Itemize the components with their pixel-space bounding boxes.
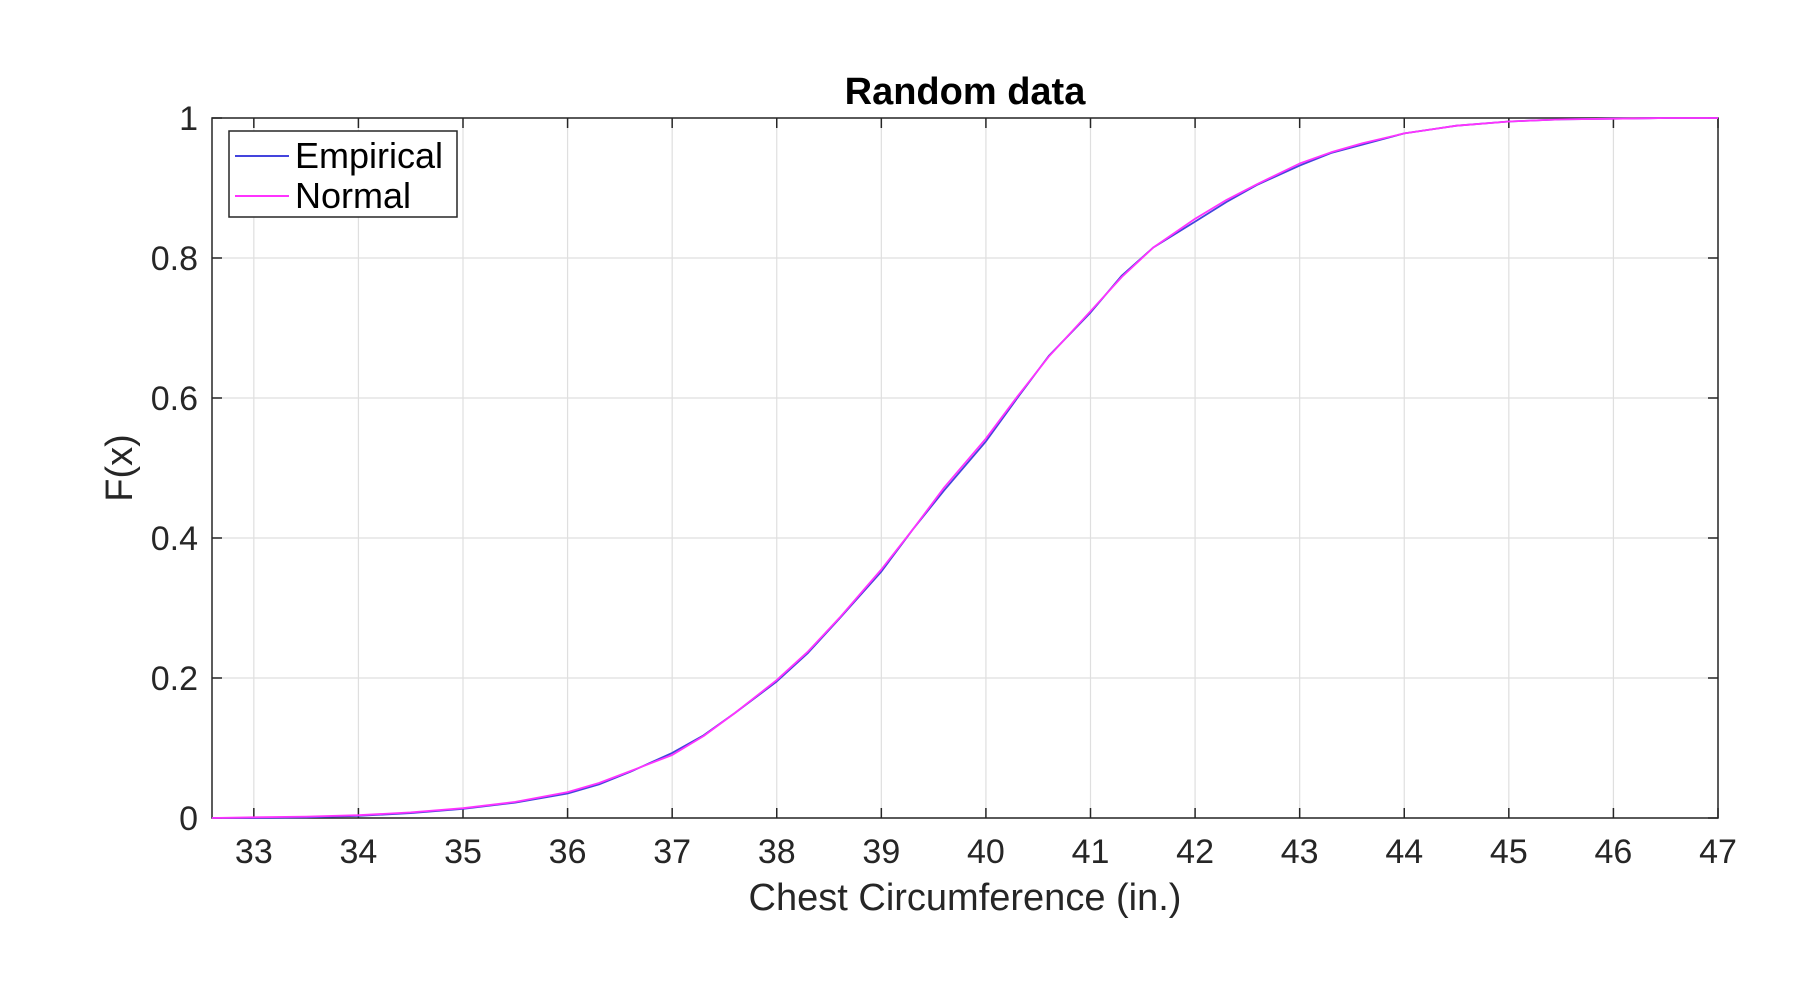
x-tick-label: 34 [340,833,378,871]
legend-label-empirical: Empirical [295,135,443,176]
x-tick-label: 33 [235,833,273,871]
x-tick-label: 46 [1595,833,1633,871]
x-tick-label: 35 [444,833,482,871]
y-tick-label: 1 [179,100,198,138]
axis-ticks: 33 34 35 36 37 38 39 40 41 42 43 44 45 46 47 0 0.2 0.4 0.6… [151,100,1737,871]
x-tick-label: 39 [862,833,900,871]
x-tick-label: 40 [967,833,1005,871]
x-tick-label: 43 [1281,833,1319,871]
x-tick-label: 38 [758,833,796,871]
series-line-normal [211,117,1718,819]
legend: Empirical Normal [228,130,458,218]
x-axis-label: Chest Circumference (in.) [749,877,1182,919]
plot-area-frame [211,117,1719,819]
y-axis-label: F(x) [99,434,141,502]
y-tick-label: 0.2 [151,660,198,698]
x-tick-label: 42 [1176,833,1214,871]
legend-label-normal: Normal [295,175,411,216]
x-tick-label: 36 [549,833,587,871]
legend-box [228,130,458,218]
x-tick-label: 41 [1072,833,1110,871]
y-tick-label: 0 [179,800,198,838]
chart-title: Random data [845,71,1087,113]
y-tick-label: 0.8 [151,240,198,278]
x-tick-label: 45 [1490,833,1528,871]
x-tick-label: 44 [1385,833,1423,871]
x-tick-label: 47 [1699,833,1737,871]
y-tick-label: 0.4 [151,520,198,558]
x-tick-label: 37 [653,833,691,871]
series-lines [211,117,1718,819]
y-tick-label: 0.6 [151,380,198,418]
